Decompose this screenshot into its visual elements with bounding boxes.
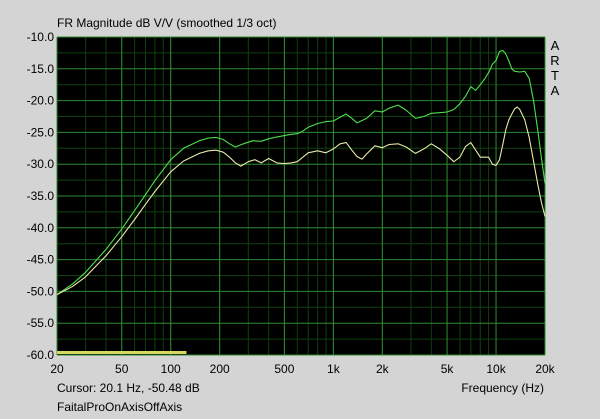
major-grid — [56, 36, 546, 356]
x-axis-title: Frequency (Hz) — [461, 381, 544, 395]
y-tick-label: -35.0 — [27, 189, 55, 203]
x-tick-label: 2k — [376, 362, 390, 376]
brand-letter: A — [550, 83, 560, 98]
y-tick-label: -40.0 — [27, 221, 55, 235]
x-tick-label: 1k — [327, 362, 341, 376]
y-tick-label: -10.0 — [27, 30, 55, 44]
x-tick-label: 20k — [535, 362, 555, 376]
file-name-label: FaitalProOnAxisOffAxis — [57, 400, 183, 414]
arta-brand: A R T A — [549, 38, 561, 98]
series-line-on-axis — [56, 49, 546, 296]
chart-title: FR Magnitude dB V/V (smoothed 1/3 oct) — [57, 16, 277, 30]
brand-letter: R — [550, 53, 560, 68]
brand-letter: T — [551, 68, 559, 83]
y-tick-label: -45.0 — [27, 253, 55, 267]
x-tick-label: 10k — [486, 362, 506, 376]
y-tick-label: -55.0 — [27, 316, 55, 330]
series-layer — [56, 49, 546, 296]
x-tick-label: 50 — [115, 362, 129, 376]
y-tick-label: -50.0 — [27, 284, 55, 298]
x-tick-label: 200 — [210, 362, 230, 376]
x-tick-label: 500 — [274, 362, 294, 376]
brand-letter: A — [550, 38, 560, 53]
series-line-off-axis — [56, 106, 546, 296]
y-tick-label: -60.0 — [27, 348, 55, 362]
y-tick-label: -20.0 — [27, 94, 55, 108]
x-tick-label: 5k — [441, 362, 455, 376]
x-tick-label: 20 — [50, 362, 64, 376]
y-axis-ticks: -10.0 -15.0 -20.0 -25.0 -30.0 -35.0 -40.0 -45.0… — [27, 30, 55, 362]
x-tick-label: 100 — [161, 362, 181, 376]
x-axis-ticks: 20 50 100 200 500 1k 2k 5k 10k 20k — [50, 362, 555, 376]
y-tick-label: -15.0 — [27, 62, 55, 76]
y-tick-label: -30.0 — [27, 157, 55, 171]
y-tick-label: -25.0 — [27, 125, 55, 139]
cursor-readout: Cursor: 20.1 Hz, -50.48 dB — [57, 381, 200, 395]
